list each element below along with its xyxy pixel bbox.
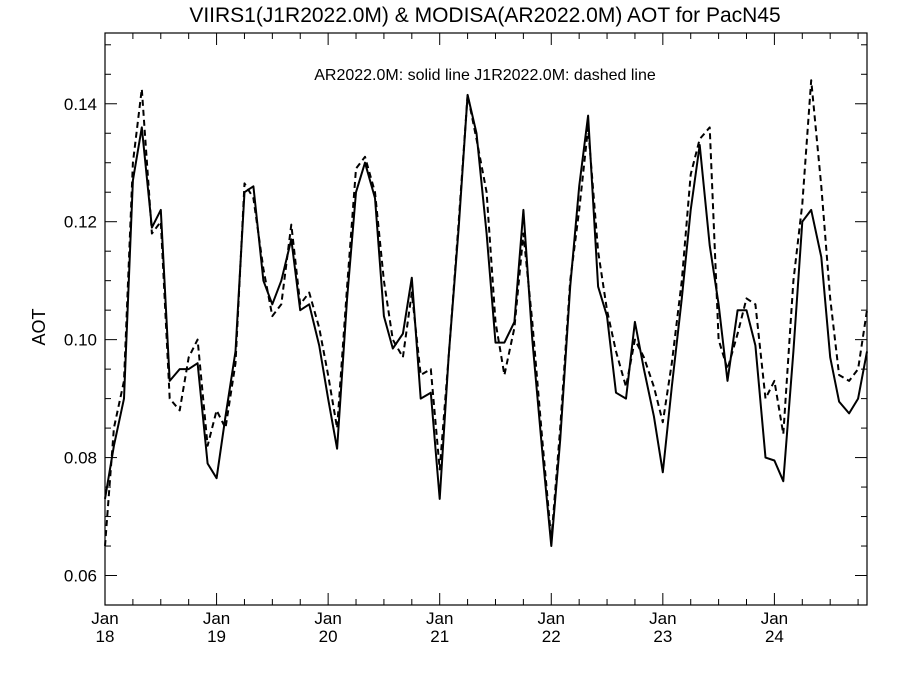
y-tick-label: 0.12 (64, 213, 97, 232)
x-tick-year: 24 (765, 627, 784, 646)
plot-frame (104, 32, 868, 606)
y-axis-label: AOT (29, 308, 49, 345)
series-line-ar2022-0m (104, 93, 868, 547)
x-tick-month: Jan (314, 609, 341, 628)
y-tick-label: 0.14 (64, 95, 97, 114)
series-line-j1r2022-0m (104, 79, 868, 547)
x-tick-year: 23 (653, 627, 672, 646)
x-tick-year: 20 (319, 627, 338, 646)
x-tick-month: Jan (761, 609, 788, 628)
x-tick-year: 18 (96, 627, 115, 646)
y-tick-label: 0.08 (64, 449, 97, 468)
x-tick-year: 19 (207, 627, 226, 646)
series-lines (104, 79, 868, 547)
y-axis-ticks: 0.06 0.08 0.10 0.12 0.14 (64, 44, 867, 606)
y-tick-label: 0.06 (64, 567, 97, 586)
x-tick-month: Jan (426, 609, 453, 628)
line-style-annotation: AR2022.0M: solid line J1R2022.0M: dashed… (314, 67, 656, 84)
x-tick-year: 22 (542, 627, 561, 646)
x-tick-month: Jan (91, 609, 118, 628)
y-tick-label: 0.10 (64, 331, 97, 350)
x-tick-month: Jan (649, 609, 676, 628)
chart-title: VIIRS1(J1R2022.0M) & MODISA(AR2022.0M) A… (189, 4, 780, 27)
x-tick-year: 21 (430, 627, 449, 646)
x-tick-month: Jan (203, 609, 230, 628)
x-tick-month: Jan (538, 609, 565, 628)
